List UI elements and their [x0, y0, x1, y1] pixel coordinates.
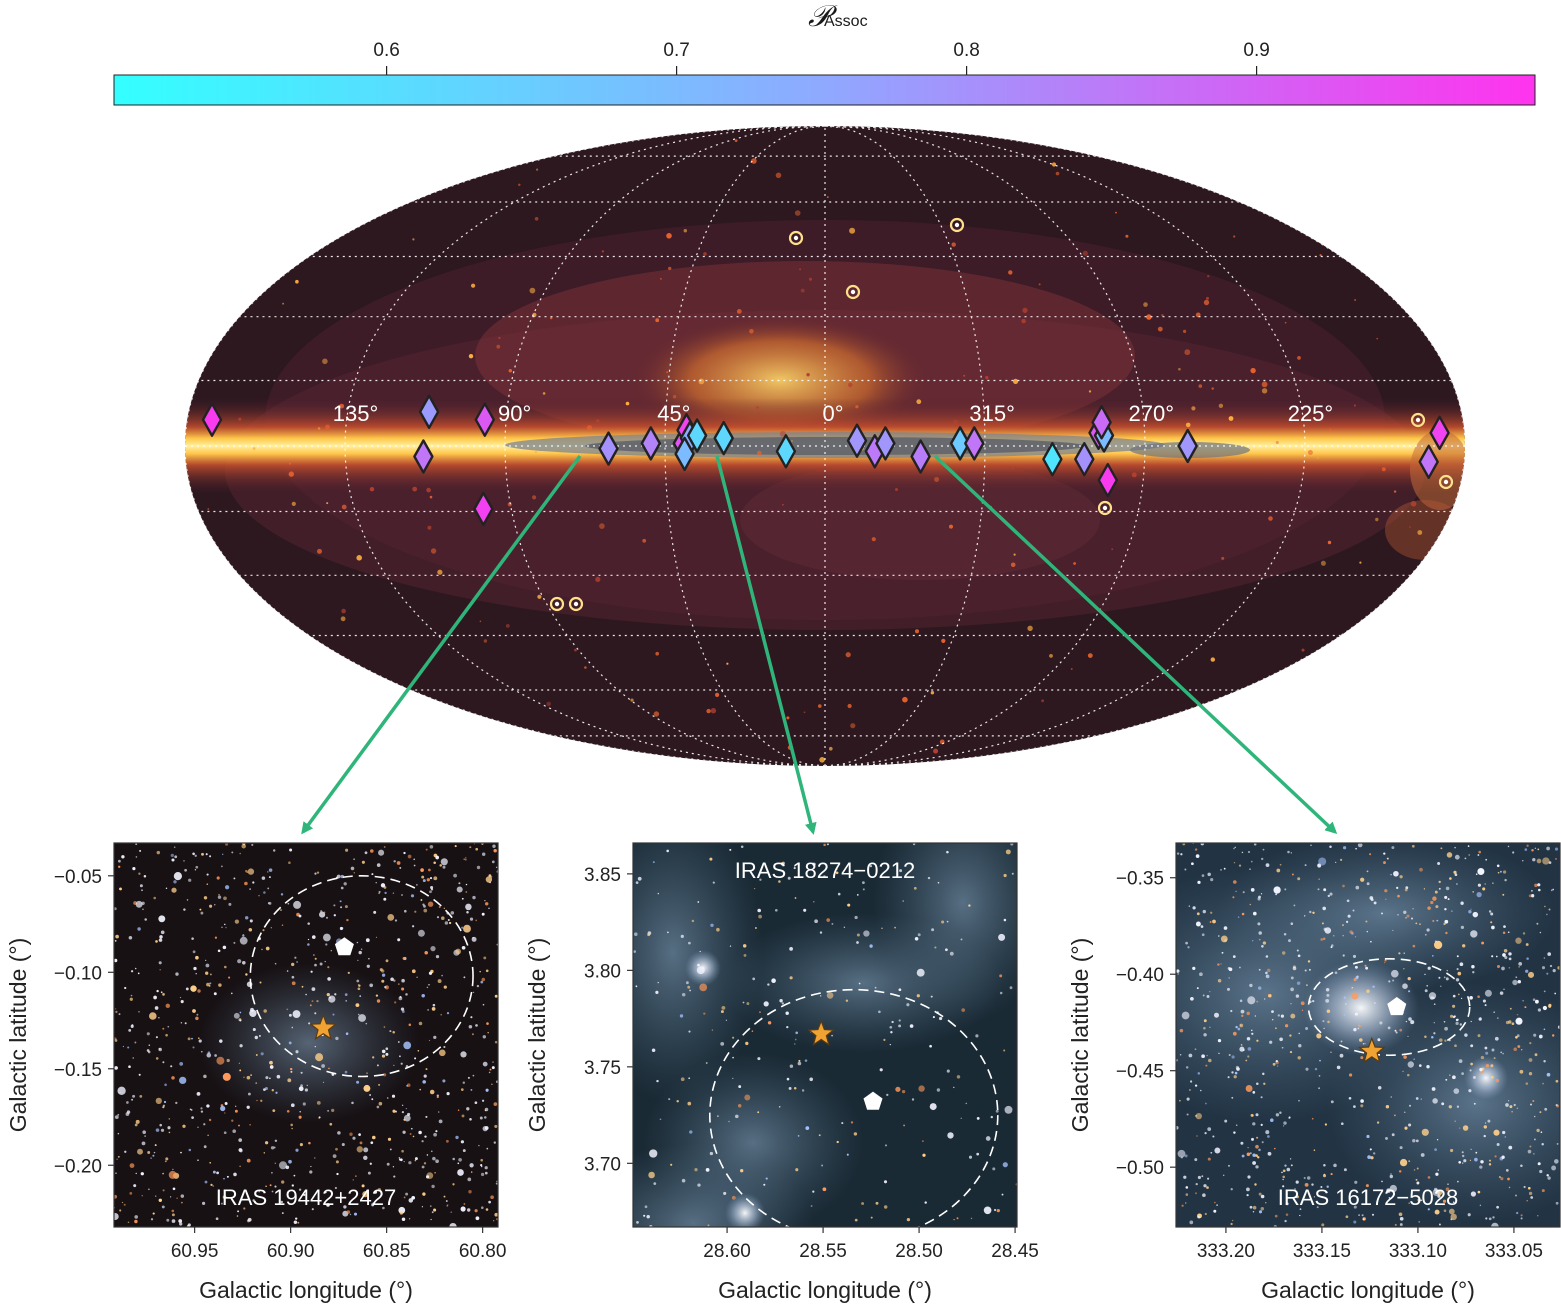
colorbar-tick-label: 0.9 [1243, 40, 1269, 61]
panel-source-label: IRAS 16172−5028 [1278, 1185, 1458, 1210]
y-tick-label: −0.45 [1116, 1062, 1164, 1083]
longitude-label: 315° [969, 401, 1015, 426]
source-diamond [474, 402, 495, 437]
pentagon-marker [863, 1091, 883, 1110]
panel-iras-19442: IRAS 19442+2427 60.95 60.90 60.85 60.80 −0.05… [5, 842, 506, 1303]
x-tick-label: 28.45 [991, 1241, 1039, 1262]
pentagon-marker [1387, 997, 1407, 1016]
x-axis-label: Galactic longitude (°) [718, 1277, 932, 1303]
x-tick-label: 28.50 [895, 1241, 943, 1262]
source-diamond [413, 439, 434, 474]
source-diamond [640, 426, 661, 461]
panel-source-label: IRAS 18274−0212 [735, 858, 915, 883]
x-axis-label: Galactic longitude (°) [1261, 1277, 1475, 1303]
source-diamond [1097, 463, 1118, 498]
source-diamond [1418, 444, 1439, 479]
source-diamond [713, 420, 734, 456]
y-tick-label: −0.05 [54, 867, 102, 888]
y-tick-label: −0.10 [54, 963, 102, 984]
x-tick-label: 333.20 [1197, 1241, 1255, 1262]
star-marker [807, 1019, 836, 1046]
x-tick-label: 60.80 [459, 1241, 507, 1262]
arrow-to-panel-3 [933, 454, 1338, 835]
x-tick-label: 60.90 [267, 1241, 315, 1262]
source-diamond [674, 436, 695, 472]
source-diamond [846, 423, 868, 458]
x-axis-label: Galactic longitude (°) [199, 1277, 413, 1303]
colorbar-gradient [113, 74, 1536, 106]
meridian-line [504, 126, 826, 766]
source-diamond [775, 434, 797, 469]
star-marker [1357, 1036, 1386, 1064]
y-tick-label: −0.50 [1116, 1158, 1164, 1179]
source-diamond [964, 426, 985, 461]
sky-background-sources [207, 139, 1454, 763]
x-tick-label: 333.05 [1485, 1241, 1543, 1262]
y-tick-label: −0.20 [54, 1156, 102, 1177]
sky-grid [185, 126, 1465, 766]
source-diamond [949, 426, 971, 461]
y-tick-label: 3.75 [584, 1058, 621, 1079]
colorbar-label-subscript: Assoc [824, 13, 868, 30]
y-axis-label: Galactic latitude (°) [524, 938, 550, 1133]
error-ellipse [249, 875, 474, 1078]
source-diamond [1429, 415, 1450, 450]
arrow-to-panel-1 [301, 454, 582, 835]
panel-iras-18274: IRAS 18274−0212 28.60 28.55 28.50 28.45 3.85 3… [524, 842, 1039, 1303]
arrow-to-panel-2 [715, 455, 817, 835]
source-diamond [473, 491, 494, 527]
x-tick-label: 333.15 [1293, 1241, 1351, 1262]
longitude-labels: 135° 90° 45° 0° 315° 270° 225° [333, 401, 1333, 426]
colorbar-ticks: 0.6 0.7 0.8 0.9 [373, 40, 1270, 75]
y-tick-label: −0.15 [54, 1060, 102, 1081]
source-diamond [875, 426, 896, 461]
x-tick-label: 333.10 [1389, 1241, 1447, 1262]
zoom-arrows [301, 454, 1338, 835]
source-diamond [1177, 428, 1198, 464]
panel-iras-16172: IRAS 16172−5028 333.20 333.15 333.10 333.05 −… [1067, 842, 1561, 1303]
panel-frame [632, 842, 1018, 1228]
source-diamond [1091, 405, 1112, 440]
colorbar: 𝒫 Assoc 0.6 0.7 0.8 0.9 [113, 0, 1536, 106]
source-diamond [1074, 442, 1095, 477]
longitude-label: 135° [333, 401, 379, 426]
x-tick-label: 28.55 [799, 1241, 847, 1262]
source-diamond [418, 394, 440, 429]
source-diamond [910, 439, 931, 474]
colorbar-tick-label: 0.7 [663, 40, 689, 61]
panel-source-label: IRAS 19442+2427 [216, 1185, 396, 1210]
error-ellipse [1307, 957, 1471, 1057]
longitude-label: 90° [498, 401, 531, 426]
zoom-panels: IRAS 19442+2427 60.95 60.90 60.85 60.80 −0.05… [5, 842, 1561, 1303]
longitude-label: 270° [1129, 401, 1175, 426]
source-diamond [201, 402, 223, 437]
colorbar-tick-label: 0.8 [953, 40, 979, 61]
meridian-line [824, 126, 1146, 766]
x-tick-label: 60.85 [363, 1241, 411, 1262]
panel-frame [1175, 842, 1561, 1228]
y-tick-label: −0.35 [1116, 869, 1164, 890]
panel-frame [113, 842, 499, 1228]
y-tick-label: 3.85 [584, 865, 621, 886]
sky-map: 135° 90° 45° 0° 315° 270° 225° [185, 126, 1465, 766]
x-tick-label: 28.60 [703, 1241, 751, 1262]
error-ellipse [709, 988, 999, 1227]
y-axis-label: Galactic latitude (°) [1067, 938, 1093, 1133]
colorbar-tick-label: 0.6 [373, 40, 399, 61]
star-marker [309, 1013, 338, 1041]
longitude-label: 225° [1288, 401, 1334, 426]
source-diamond [598, 431, 619, 466]
y-axis-label: Galactic latitude (°) [5, 938, 31, 1133]
pentagon-marker [334, 937, 354, 956]
source-diamond [686, 418, 708, 453]
x-tick-label: 60.95 [171, 1241, 219, 1262]
y-tick-label: 3.80 [584, 961, 621, 982]
longitude-label: 0° [822, 401, 843, 426]
y-tick-label: −0.40 [1116, 965, 1164, 986]
source-diamond [1042, 442, 1063, 477]
y-tick-label: 3.70 [584, 1154, 621, 1175]
source-markers [201, 394, 1450, 527]
